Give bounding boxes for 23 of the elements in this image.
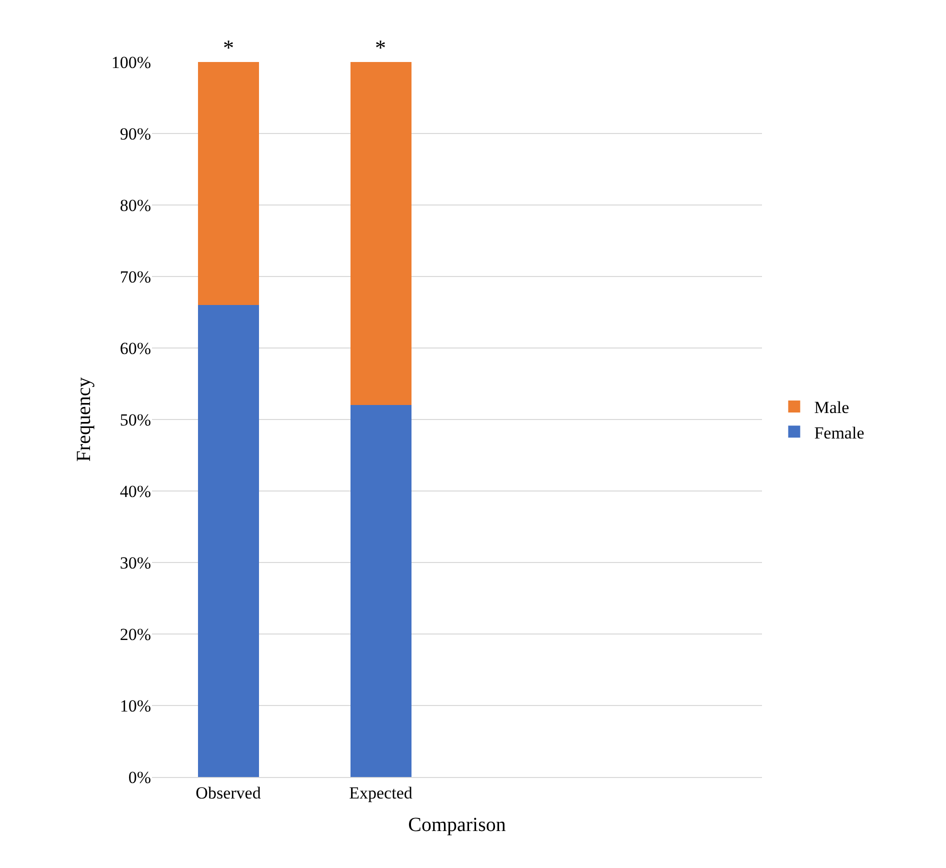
y-tick-label: 50% <box>120 410 151 430</box>
legend-label: Female <box>814 423 864 442</box>
legend-label: Male <box>814 398 850 418</box>
y-tick-label: 20% <box>120 624 151 644</box>
bar <box>350 62 412 406</box>
bar <box>198 62 259 306</box>
bar <box>350 405 412 777</box>
bar <box>198 305 259 777</box>
y-tick-label: 80% <box>120 196 151 215</box>
y-tick-label: 60% <box>120 338 151 358</box>
annotation: * <box>223 35 234 60</box>
y-tick-label: 10% <box>120 696 151 716</box>
y-tick-label: 90% <box>120 124 151 144</box>
y-tick-label: 0% <box>128 768 151 787</box>
y-tick-label: 30% <box>120 553 151 572</box>
annotation: * <box>375 35 386 60</box>
x-axis-title: Comparison <box>408 814 506 836</box>
x-tick-label: Expected <box>349 783 413 802</box>
x-tick-label: Observed <box>196 783 262 802</box>
y-tick-label: 70% <box>120 267 151 286</box>
y-axis-title: Frequency <box>72 377 95 462</box>
y-tick-label: 40% <box>120 482 151 501</box>
y-tick-label: 100% <box>111 52 151 72</box>
